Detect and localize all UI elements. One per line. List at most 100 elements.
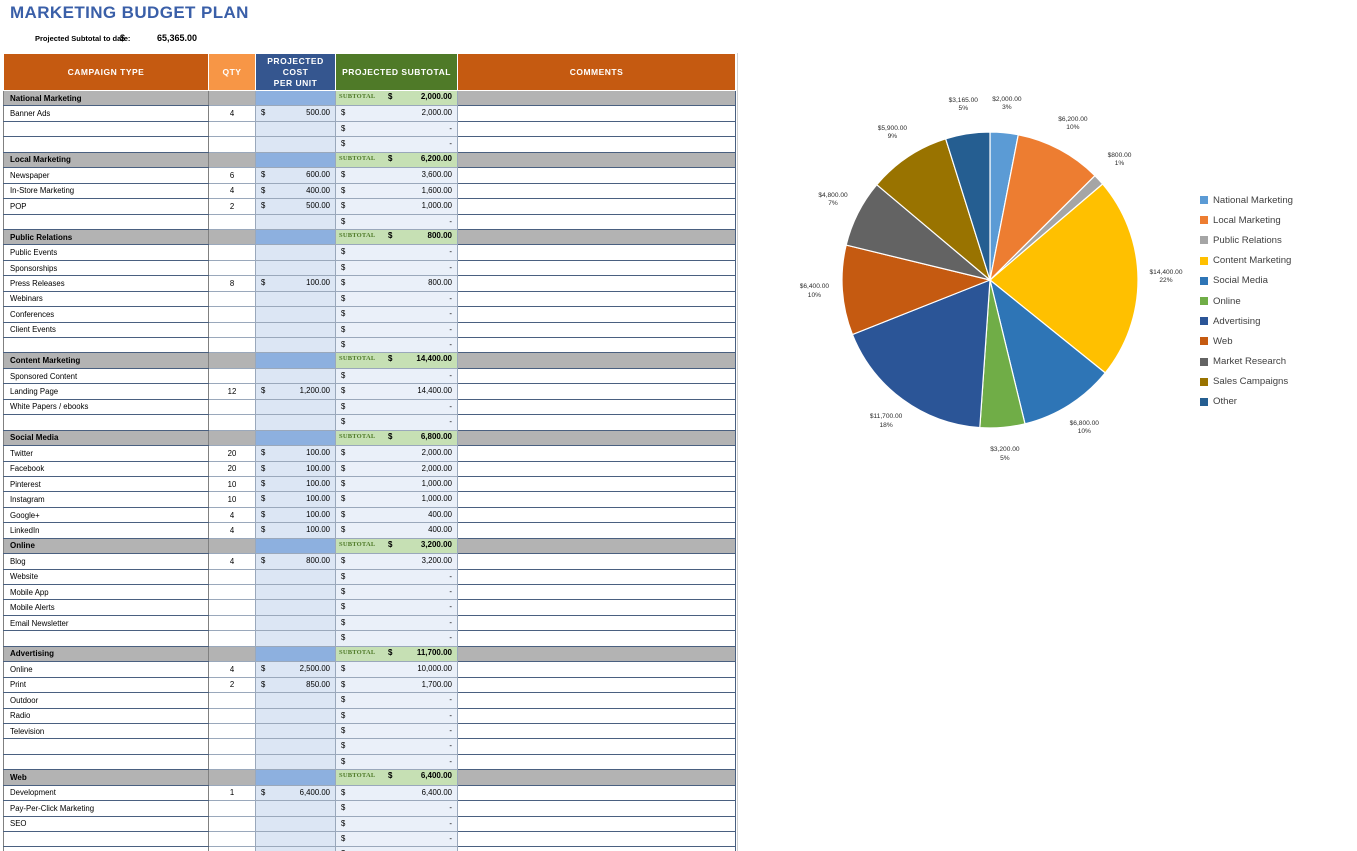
- table-row[interactable]: Website $ -: [3, 568, 736, 586]
- table-row[interactable]: Television $ -: [3, 722, 736, 740]
- row-comments[interactable]: [457, 738, 736, 755]
- row-item-name[interactable]: [3, 136, 209, 153]
- legend-item[interactable]: National Marketing: [1200, 190, 1293, 210]
- table-row[interactable]: Development 1 $6,400.00 $6,400.00: [3, 784, 736, 802]
- row-item-name[interactable]: Facebook: [3, 460, 209, 477]
- row-unit-cost[interactable]: $100.00: [255, 491, 336, 508]
- row-item-name[interactable]: [3, 336, 209, 354]
- row-qty[interactable]: 4: [208, 182, 256, 200]
- row-item-name[interactable]: Webinars: [3, 290, 209, 308]
- row-comments[interactable]: [457, 846, 736, 851]
- row-comments[interactable]: [457, 105, 736, 122]
- row-unit-cost[interactable]: $1,200.00: [255, 383, 336, 400]
- row-qty[interactable]: [208, 306, 256, 323]
- row-qty[interactable]: [208, 321, 256, 339]
- row-unit-cost[interactable]: $600.00: [255, 167, 336, 184]
- row-comments[interactable]: [457, 383, 736, 400]
- row-qty[interactable]: [208, 800, 256, 817]
- table-row[interactable]: Pay-Per-Click Marketing $ -: [3, 800, 736, 817]
- table-row[interactable]: $-: [3, 136, 736, 153]
- row-comments[interactable]: [457, 445, 736, 462]
- row-comments[interactable]: [457, 213, 736, 230]
- row-unit-cost[interactable]: [255, 259, 336, 277]
- row-item-name[interactable]: Instagram: [3, 491, 209, 508]
- table-row[interactable]: $-: [3, 846, 736, 851]
- row-unit-cost[interactable]: $100.00: [255, 522, 336, 539]
- row-comments[interactable]: [457, 692, 736, 709]
- row-unit-cost[interactable]: $6,400.00: [255, 784, 336, 802]
- row-unit-cost[interactable]: $100.00: [255, 460, 336, 477]
- row-qty[interactable]: 8: [208, 275, 256, 292]
- row-unit-cost[interactable]: $100.00: [255, 445, 336, 462]
- row-qty[interactable]: 4: [208, 105, 256, 122]
- row-item-name[interactable]: [3, 846, 209, 851]
- row-comments[interactable]: [457, 583, 736, 601]
- row-unit-cost[interactable]: $100.00: [255, 506, 336, 524]
- row-comments[interactable]: [457, 398, 736, 416]
- table-row[interactable]: Radio $ -: [3, 707, 736, 724]
- row-qty[interactable]: [208, 367, 256, 385]
- row-qty[interactable]: [208, 692, 256, 709]
- row-comments[interactable]: [457, 491, 736, 508]
- row-unit-cost[interactable]: [255, 321, 336, 339]
- row-item-name[interactable]: Pinterest: [3, 475, 209, 493]
- row-item-name[interactable]: White Papers / ebooks: [3, 398, 209, 416]
- row-comments[interactable]: [457, 815, 736, 833]
- legend-item[interactable]: Advertising: [1200, 311, 1293, 331]
- row-qty[interactable]: [208, 846, 256, 851]
- row-qty[interactable]: 4: [208, 506, 256, 524]
- row-comments[interactable]: [457, 414, 736, 431]
- row-item-name[interactable]: Outdoor: [3, 692, 209, 709]
- row-item-name[interactable]: Television: [3, 722, 209, 740]
- legend-item[interactable]: Public Relations: [1200, 230, 1293, 250]
- table-row[interactable]: $-: [3, 120, 736, 138]
- legend-item[interactable]: Web: [1200, 331, 1293, 351]
- row-unit-cost[interactable]: $850.00: [255, 676, 336, 694]
- row-comments[interactable]: [457, 321, 736, 339]
- row-qty[interactable]: [208, 738, 256, 755]
- row-item-name[interactable]: Sponsored Content: [3, 367, 209, 385]
- legend-item[interactable]: Social Media: [1200, 271, 1293, 291]
- row-unit-cost[interactable]: [255, 800, 336, 817]
- row-qty[interactable]: [208, 244, 256, 261]
- row-comments[interactable]: [457, 522, 736, 539]
- row-qty[interactable]: [208, 707, 256, 724]
- row-item-name[interactable]: SEO: [3, 815, 209, 833]
- table-row[interactable]: LinkedIn 4 $100.00 $400.00: [3, 522, 736, 539]
- row-qty[interactable]: [208, 398, 256, 416]
- row-unit-cost[interactable]: [255, 367, 336, 385]
- row-unit-cost[interactable]: [255, 120, 336, 138]
- row-comments[interactable]: [457, 630, 736, 647]
- row-item-name[interactable]: Conferences: [3, 306, 209, 323]
- table-row[interactable]: Client Events $ -: [3, 321, 736, 339]
- row-unit-cost[interactable]: [255, 614, 336, 632]
- row-qty[interactable]: 2: [208, 676, 256, 694]
- legend-item[interactable]: Sales Campaigns: [1200, 372, 1293, 392]
- row-comments[interactable]: [457, 275, 736, 292]
- table-row[interactable]: POP 2 $500.00 $1,000.00: [3, 198, 736, 215]
- row-comments[interactable]: [457, 784, 736, 802]
- table-row[interactable]: $-: [3, 213, 736, 230]
- row-unit-cost[interactable]: [255, 630, 336, 647]
- table-row[interactable]: Sponsored Content $ -: [3, 367, 736, 385]
- table-row[interactable]: Email Newsletter $ -: [3, 614, 736, 632]
- row-item-name[interactable]: Landing Page: [3, 383, 209, 400]
- row-qty[interactable]: [208, 630, 256, 647]
- table-row[interactable]: Banner Ads 4 $500.00 $2,000.00: [3, 105, 736, 122]
- row-item-name[interactable]: Blog: [3, 553, 209, 570]
- row-unit-cost[interactable]: [255, 830, 336, 848]
- row-item-name[interactable]: [3, 830, 209, 848]
- row-item-name[interactable]: Newspaper: [3, 167, 209, 184]
- row-comments[interactable]: [457, 244, 736, 261]
- row-unit-cost[interactable]: [255, 336, 336, 354]
- row-comments[interactable]: [457, 707, 736, 724]
- row-item-name[interactable]: [3, 213, 209, 230]
- row-unit-cost[interactable]: [255, 722, 336, 740]
- table-row[interactable]: $-: [3, 630, 736, 647]
- row-comments[interactable]: [457, 830, 736, 848]
- table-row[interactable]: Public Events $ -: [3, 244, 736, 261]
- table-row[interactable]: $-: [3, 414, 736, 431]
- row-qty[interactable]: 2: [208, 198, 256, 215]
- row-comments[interactable]: [457, 198, 736, 215]
- legend-item[interactable]: Market Research: [1200, 352, 1293, 372]
